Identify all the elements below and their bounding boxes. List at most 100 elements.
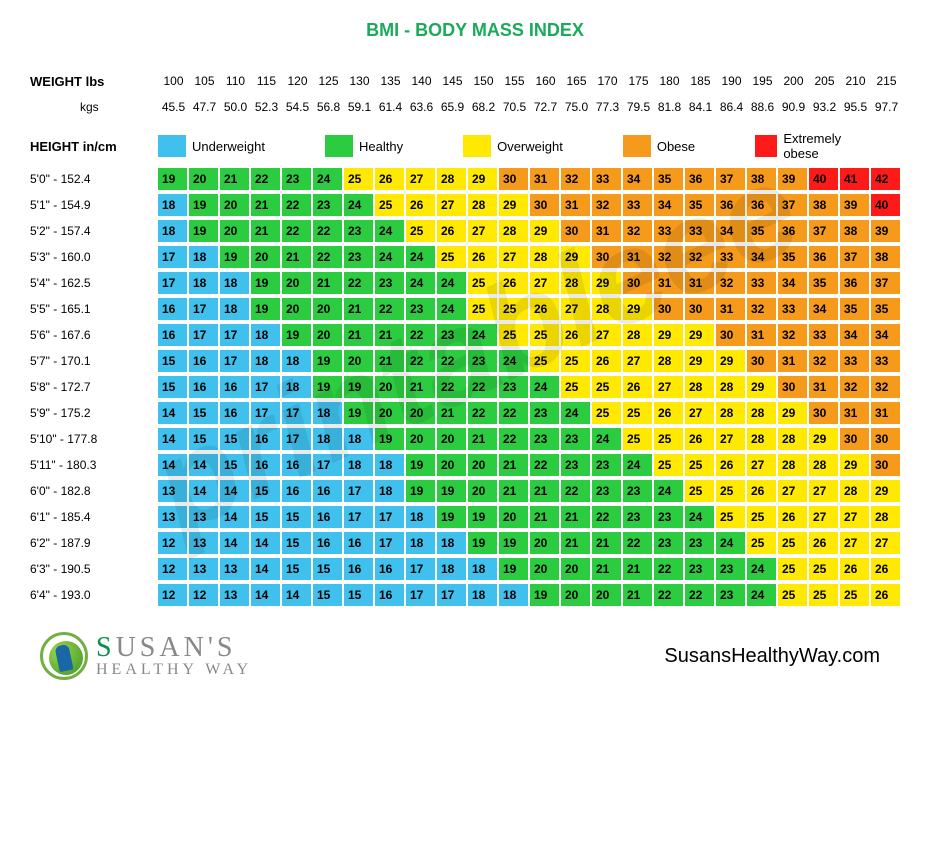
- bmi-cell: 23: [561, 454, 590, 476]
- legend-item: Obese: [623, 131, 695, 161]
- bmi-cell: 28: [716, 402, 745, 424]
- weight-kgs-cell: 84.1: [685, 100, 716, 114]
- legend-item: Healthy: [325, 131, 403, 161]
- bmi-cell: 18: [313, 402, 342, 424]
- bmi-cell: 21: [344, 298, 373, 320]
- bmi-cell: 29: [871, 480, 900, 502]
- bmi-cell: 36: [778, 220, 807, 242]
- bmi-cell: 31: [530, 168, 559, 190]
- bmi-cell: 23: [344, 220, 373, 242]
- height-value: 6'2" - 187.9: [30, 536, 158, 550]
- bmi-cell: 23: [313, 194, 342, 216]
- weight-lbs-cell: 170: [592, 74, 623, 88]
- weight-lbs-cell: 145: [437, 74, 468, 88]
- bmi-cell: 16: [189, 350, 218, 372]
- bmi-cell: 17: [406, 584, 435, 606]
- bmi-cell: 26: [561, 324, 590, 346]
- height-value: 6'1" - 185.4: [30, 510, 158, 524]
- bmi-cell: 20: [375, 402, 404, 424]
- bmi-cell: 18: [189, 272, 218, 294]
- weight-kgs-row: kgs 45.547.750.052.354.556.859.161.463.6…: [30, 97, 920, 117]
- bmi-cell: 26: [437, 220, 466, 242]
- bmi-cell: 28: [747, 402, 776, 424]
- bmi-cell: 16: [189, 376, 218, 398]
- bmi-cell: 21: [530, 506, 559, 528]
- bmi-cell: 16: [313, 480, 342, 502]
- bmi-cell: 24: [437, 298, 466, 320]
- bmi-cell: 28: [778, 428, 807, 450]
- weight-kgs-cell: 90.9: [778, 100, 809, 114]
- bmi-cell: 25: [530, 324, 559, 346]
- bmi-cell: 29: [716, 350, 745, 372]
- bmi-cell: 23: [561, 428, 590, 450]
- bmi-cell: 22: [437, 350, 466, 372]
- bmi-cell: 25: [499, 324, 528, 346]
- bmi-cell: 18: [313, 428, 342, 450]
- bmi-cell: 24: [344, 194, 373, 216]
- bmi-cell: 42: [871, 168, 900, 190]
- bmi-cell: 23: [282, 168, 311, 190]
- bmi-cell: 23: [654, 532, 683, 554]
- height-value: 6'0" - 182.8: [30, 484, 158, 498]
- bmi-cell: 15: [158, 376, 187, 398]
- bmi-row: 6'3" - 190.51213131415151616171818192020…: [30, 557, 920, 581]
- bmi-cell: 18: [437, 532, 466, 554]
- bmi-cell: 23: [685, 532, 714, 554]
- bmi-cell: 17: [344, 506, 373, 528]
- bmi-cell: 21: [251, 194, 280, 216]
- weight-kgs-cell: 65.9: [437, 100, 468, 114]
- bmi-cell: 24: [499, 350, 528, 372]
- bmi-cell: 25: [840, 584, 869, 606]
- weight-lbs-cell: 160: [530, 74, 561, 88]
- bmi-cell: 21: [592, 532, 621, 554]
- bmi-cell: 38: [871, 246, 900, 268]
- weight-lbs-cell: 135: [375, 74, 406, 88]
- bmi-cell: 27: [654, 376, 683, 398]
- weight-kgs-cell: 45.5: [158, 100, 189, 114]
- page-title: BMI - BODY MASS INDEX: [30, 20, 920, 41]
- weight-lbs-cell: 180: [654, 74, 685, 88]
- bmi-cell: 25: [530, 350, 559, 372]
- bmi-cell: 36: [716, 194, 745, 216]
- bmi-cell: 15: [251, 480, 280, 502]
- bmi-cell: 27: [840, 506, 869, 528]
- bmi-cell: 30: [716, 324, 745, 346]
- bmi-cell: 13: [158, 480, 187, 502]
- bmi-cell: 22: [468, 376, 497, 398]
- bmi-cell: 14: [189, 480, 218, 502]
- bmi-cell: 26: [623, 376, 652, 398]
- bmi-cell: 29: [840, 454, 869, 476]
- bmi-cell: 16: [220, 402, 249, 424]
- bmi-cell: 28: [747, 428, 776, 450]
- bmi-cell: 22: [499, 402, 528, 424]
- bmi-cell: 25: [623, 428, 652, 450]
- bmi-cell: 28: [778, 454, 807, 476]
- bmi-cell: 12: [158, 558, 187, 580]
- bmi-cell: 22: [654, 584, 683, 606]
- weight-lbs-cell: 155: [499, 74, 530, 88]
- bmi-cell: 34: [654, 194, 683, 216]
- height-value: 5'2" - 157.4: [30, 224, 158, 238]
- weight-kgs-cell: 72.7: [530, 100, 561, 114]
- bmi-cell: 34: [778, 272, 807, 294]
- bmi-cell: 20: [530, 558, 559, 580]
- weight-lbs-cell: 125: [313, 74, 344, 88]
- bmi-cell: 31: [840, 402, 869, 424]
- bmi-cell: 24: [685, 506, 714, 528]
- height-value: 5'11" - 180.3: [30, 458, 158, 472]
- bmi-cell: 15: [313, 558, 342, 580]
- logo-line1-rest: USAN'S: [116, 632, 237, 663]
- weight-lbs-label: WEIGHT lbs: [30, 74, 158, 89]
- bmi-cell: 13: [220, 584, 249, 606]
- bmi-cell: 24: [561, 402, 590, 424]
- bmi-cell: 20: [251, 246, 280, 268]
- bmi-cell: 35: [685, 194, 714, 216]
- bmi-cell: 27: [716, 428, 745, 450]
- bmi-cell: 20: [406, 428, 435, 450]
- bmi-cell: 12: [158, 532, 187, 554]
- bmi-cell: 20: [437, 428, 466, 450]
- bmi-cell: 23: [437, 324, 466, 346]
- height-value: 6'4" - 193.0: [30, 588, 158, 602]
- bmi-cell: 25: [809, 558, 838, 580]
- bmi-cell: 22: [499, 428, 528, 450]
